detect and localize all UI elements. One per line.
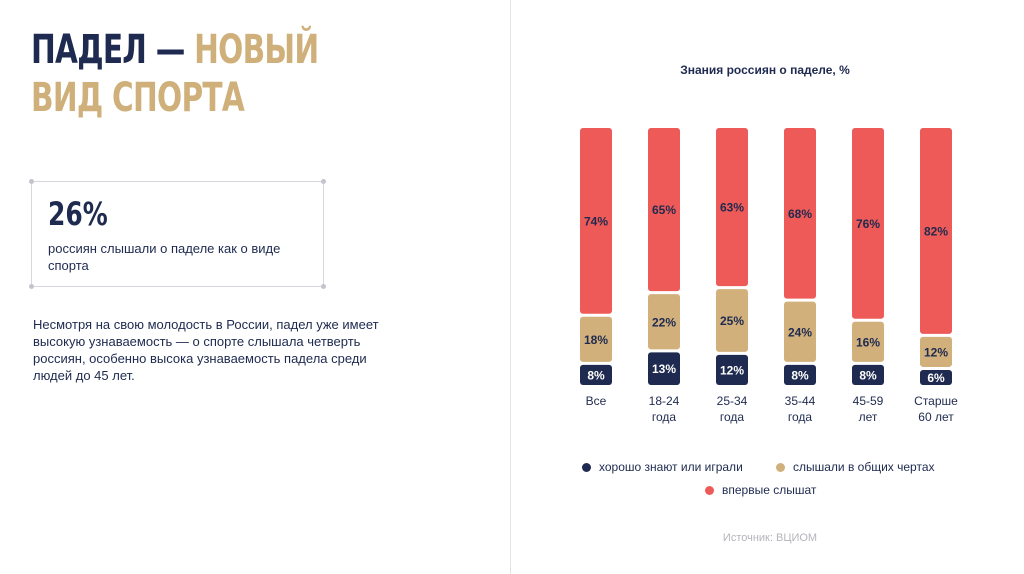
data-label: 82%: [924, 224, 948, 238]
data-label: 25%: [720, 314, 744, 328]
category-label: года: [720, 410, 745, 424]
data-label: 16%: [856, 335, 880, 349]
stat-caption: россиян слышали о паделе как о виде спор…: [48, 241, 281, 273]
bar-segment: [784, 128, 816, 299]
data-label: 12%: [924, 345, 948, 359]
category-label: 60 лет: [918, 410, 954, 424]
data-label: 74%: [584, 214, 608, 228]
description-text: Несмотря на свою молодость в России, пад…: [33, 317, 379, 383]
source-note: Источник: ВЦИОМ: [722, 532, 818, 544]
legend-swatch-navy: [582, 463, 591, 472]
bar-segment: [580, 364, 612, 385]
data-label: 65%: [652, 203, 676, 217]
bar-segment: [920, 128, 952, 334]
panel-divider: [510, 0, 511, 574]
bar-segment: [716, 128, 748, 287]
title-line2: ВИД СПОРТА: [31, 75, 245, 121]
bar-segment: [580, 128, 612, 314]
bar-segment: [852, 364, 884, 385]
bar-segment: [920, 369, 952, 385]
data-label: 12%: [720, 363, 744, 377]
legend-label: хорошо знают или играли: [599, 460, 743, 474]
page-title: ПАДЕЛ — НОВЫЙ ВИД СПОРТА: [31, 26, 319, 122]
data-label: 68%: [788, 207, 812, 221]
legend-item-heard: слышали в общих чертах: [776, 460, 935, 474]
legend-item-first-time: впервые слышат: [705, 483, 816, 497]
bar-segment: [852, 128, 884, 319]
corner-dot: [29, 284, 34, 289]
data-label: 22%: [652, 315, 676, 329]
title-part2: НОВЫЙ: [194, 27, 319, 73]
stat-card: 26% россиян слышали о паделе как о виде …: [29, 179, 326, 289]
data-label: 6%: [927, 371, 945, 385]
data-label: 24%: [788, 325, 812, 339]
bar-segment: [716, 289, 748, 352]
category-label: 45-59: [853, 394, 884, 408]
corner-dot: [29, 179, 34, 184]
corner-dot: [321, 179, 326, 184]
legend-swatch-gold: [776, 463, 785, 472]
legend-swatch-red: [705, 486, 714, 495]
category-label: лет: [859, 410, 878, 424]
bar-segment: [716, 354, 748, 385]
category-label: 25-34: [717, 394, 748, 408]
stacked-bar-chart: 8% 18% 74% Все 13% 22% 65% 18-24 года 12% 25% 63% 25…: [580, 128, 958, 424]
bar-segment: [580, 316, 612, 362]
legend-item-known: хорошо знают или играли: [582, 460, 743, 474]
category-label: года: [652, 410, 677, 424]
data-label: 8%: [791, 368, 809, 382]
category-label: Все: [586, 394, 607, 408]
category-label: года: [788, 410, 813, 424]
corner-dot: [321, 284, 326, 289]
category-label: 35-44: [785, 394, 816, 408]
data-label: 18%: [584, 333, 608, 347]
data-label: 76%: [856, 217, 880, 231]
data-label: 8%: [587, 368, 605, 382]
data-label: 63%: [720, 201, 744, 215]
bar-segment: [852, 321, 884, 362]
stat-value: 26%: [48, 195, 108, 233]
legend-label: впервые слышат: [722, 483, 817, 497]
bar-segment: [648, 128, 680, 292]
chart-title: Знания россиян о паделе, %: [680, 63, 850, 77]
category-label: 18-24: [649, 394, 680, 408]
bar-segment: [648, 352, 680, 385]
bar-segment: [648, 294, 680, 350]
category-label: Старше: [914, 394, 958, 408]
bar-segment: [784, 301, 816, 362]
bar-segment: [784, 364, 816, 385]
legend-label: слышали в общих чертах: [793, 460, 935, 474]
data-label: 8%: [859, 368, 877, 382]
bar-segment: [920, 336, 952, 367]
title-part1: ПАДЕЛ —: [31, 27, 195, 73]
data-label: 13%: [652, 362, 676, 376]
